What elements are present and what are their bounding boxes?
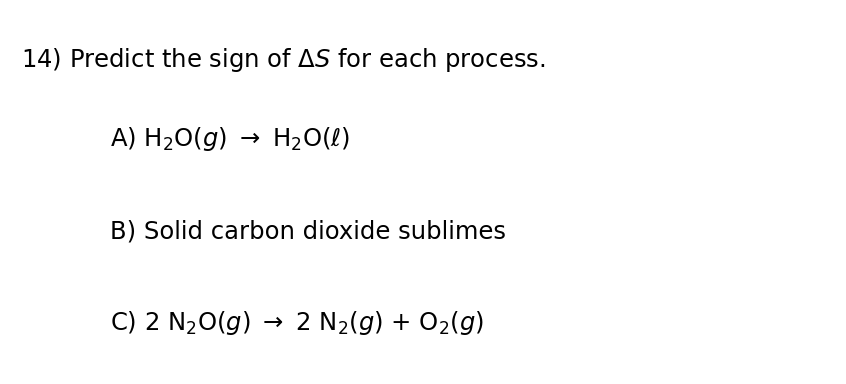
- Text: A) H$_2$O($g$) $\rightarrow$ H$_2$O($\ell$): A) H$_2$O($g$) $\rightarrow$ H$_2$O($\el…: [110, 125, 350, 153]
- Text: 14) Predict the sign of $\Delta S$ for each process.: 14) Predict the sign of $\Delta S$ for e…: [21, 46, 546, 74]
- Text: C) 2 N$_2$O($g$) $\rightarrow$ 2 N$_2$($g$) + O$_2$($g$): C) 2 N$_2$O($g$) $\rightarrow$ 2 N$_2$($…: [110, 309, 484, 337]
- Text: B) Solid carbon dioxide sublimes: B) Solid carbon dioxide sublimes: [110, 219, 506, 243]
